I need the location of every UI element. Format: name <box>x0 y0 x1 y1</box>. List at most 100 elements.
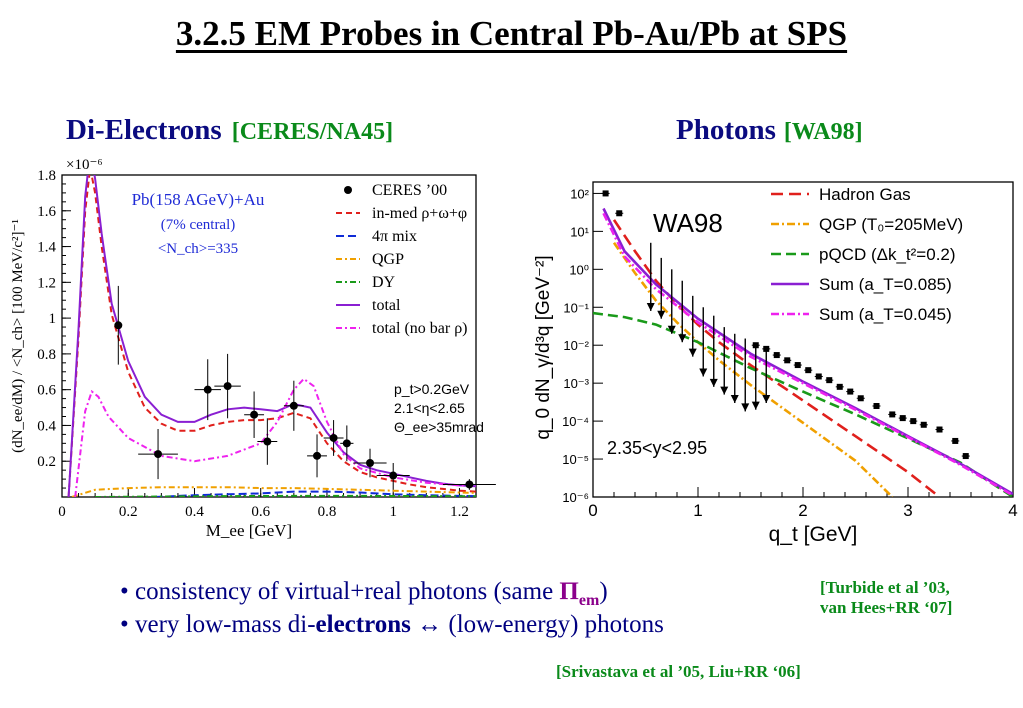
y-tick-label: 1.2 <box>37 275 56 291</box>
data-point <box>857 395 864 402</box>
data-point <box>805 367 812 374</box>
legend-label: Sum (a_T=0.085) <box>819 275 952 294</box>
legend-label: Hadron Gas <box>819 185 911 204</box>
series-4 <box>602 212 1013 497</box>
data-point <box>899 415 906 422</box>
y-tick-label: 0.6 <box>37 383 56 399</box>
citation-turbide-line2: van Hees+RR ‘07] <box>820 598 953 617</box>
legend-label: total <box>372 297 401 314</box>
data-point <box>203 385 212 394</box>
x-tick-label: 1 <box>389 504 397 520</box>
legend-label: total (no bar ρ) <box>372 320 468 337</box>
data-point <box>763 345 770 352</box>
y-axis-label: q_0 dN_γ/d³q [GeV⁻²] <box>533 255 554 439</box>
x-tick-label: 0.4 <box>185 504 204 520</box>
cut-line: 2.1<η<2.65 <box>394 400 465 416</box>
upper-limit-arrow <box>688 348 697 357</box>
photon-chart: 0 1 2 3 4 10⁻⁶ 10⁻⁵ 10⁻⁴ 10⁻³ 10⁻² 10⁻¹ 10⁰ 10¹ 10² q_… <box>523 172 1023 552</box>
data-point <box>873 403 880 410</box>
pi-subscript: em <box>578 592 600 609</box>
wa98-ref: [WA98] <box>783 119 863 145</box>
citation-srivastava: [Srivastava et al ’05, Liu+RR ‘06] <box>556 662 801 681</box>
curves-right <box>593 207 1013 497</box>
upper-limit-arrow <box>720 386 729 395</box>
x-tick-label: 3 <box>903 501 912 520</box>
annotation-line: Pb(158 AGeV)+Au <box>132 190 265 209</box>
y-tick-label: 10⁻² <box>563 338 589 353</box>
data-point <box>952 437 959 444</box>
data-point <box>329 433 338 442</box>
data-point <box>962 453 969 460</box>
legend-label: 4π mix <box>372 228 417 245</box>
data-point <box>250 410 259 419</box>
legend-label: CERES ’00 <box>372 182 447 199</box>
upper-limit-arrow <box>667 325 676 334</box>
rapidity-label: 2.35<y<2.95 <box>607 438 707 458</box>
slide-title: 3.2.5 EM Probes in Central Pb-Au/Pb at S… <box>175 14 848 53</box>
citation-turbide: [Turbide et al ’03, van Hees+RR ‘07] <box>820 578 952 618</box>
data-point <box>223 382 232 391</box>
x-tick-label: 0 <box>588 501 597 520</box>
legend-label: pQCD (Δk_t²=0.2) <box>819 245 956 264</box>
data-point <box>313 451 322 460</box>
y-tick-label: 10⁰ <box>569 262 589 277</box>
data-point <box>114 321 123 330</box>
x-tick-label: 0.6 <box>251 504 270 520</box>
upper-limit-arrow <box>678 334 687 343</box>
data-point <box>366 459 375 468</box>
data-point <box>616 210 623 217</box>
experiment-label: WA98 <box>653 208 723 238</box>
series-0 <box>67 175 476 497</box>
chart-right-bg <box>523 172 1023 552</box>
legend-marker <box>344 186 352 194</box>
data-point <box>784 357 791 364</box>
data-point <box>342 439 351 448</box>
y-tick-label: 10⁻⁶ <box>562 490 589 505</box>
series-1 <box>612 242 894 497</box>
photon-heading: Photons <box>676 114 776 146</box>
data-point <box>847 388 854 395</box>
data-point <box>154 450 163 459</box>
annotation-line: <N_ch>=335 <box>158 241 238 257</box>
y-tick-label: 0.8 <box>37 347 56 363</box>
y-tick-label: 10⁻⁴ <box>562 414 589 429</box>
series-5 <box>74 377 476 497</box>
data-point <box>815 373 822 380</box>
data-point <box>920 421 927 428</box>
upper-limit-arrow <box>762 395 771 404</box>
data-point <box>289 401 298 410</box>
data-point <box>465 480 474 489</box>
y-tick-label: 10¹ <box>570 224 589 239</box>
x-tick-label: 1 <box>693 501 702 520</box>
data-point <box>836 383 843 390</box>
y-tick-label: 0.4 <box>37 418 56 434</box>
bullet-1-text: consistency of virtual+real photons (sam… <box>135 578 560 605</box>
bullet-2: • very low-mass di-electrons ↔ (low-ener… <box>120 611 664 638</box>
series-2 <box>71 486 476 497</box>
legend-label: DY <box>372 274 396 291</box>
y-tick-label: 10⁻³ <box>563 376 589 391</box>
data-point <box>889 411 896 418</box>
series-0 <box>612 219 941 497</box>
y-tick-label: 1.8 <box>37 168 56 184</box>
pi-symbol: Π <box>559 578 579 605</box>
y-tick-label: 10² <box>570 186 589 201</box>
data-point <box>263 437 272 446</box>
x-axis-label: q_t [GeV] <box>769 523 858 546</box>
series-1 <box>154 490 476 497</box>
legend-label: QGP <box>372 251 404 268</box>
y-tick-label: 0.2 <box>37 454 56 470</box>
data-point <box>389 471 398 480</box>
data-point <box>936 426 943 433</box>
upper-limit-arrow <box>709 378 718 387</box>
legend-label: in-med ρ+ω+φ <box>372 205 467 222</box>
curves-left <box>67 175 476 497</box>
x-tick-label: 0.8 <box>318 504 337 520</box>
upper-limit-arrow <box>741 403 750 412</box>
cut-line: Θ_ee>35mrad <box>394 419 484 435</box>
data-point <box>826 377 833 384</box>
right-panel-heading: Photons [WA98] <box>676 114 863 147</box>
bullet-1: • consistency of virtual+real photons (s… <box>120 578 608 609</box>
data-point <box>773 352 780 359</box>
x-axis-label: M_ee [GeV] <box>206 521 292 540</box>
